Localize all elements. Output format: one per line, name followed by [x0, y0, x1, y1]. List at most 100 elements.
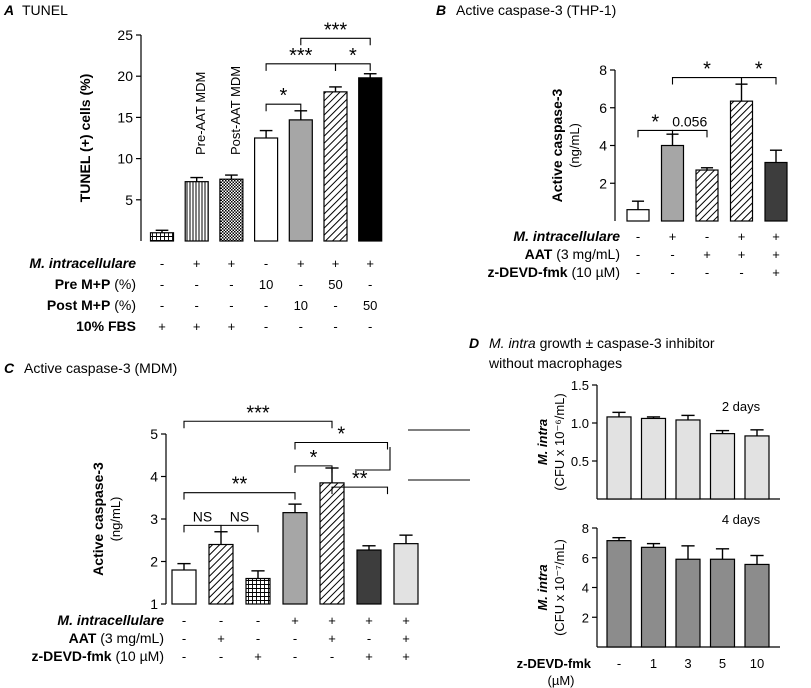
- panel-c-letter: C: [4, 360, 15, 376]
- bar: [323, 91, 348, 242]
- y-tick-label: 4: [150, 469, 158, 485]
- table-cell: -: [739, 265, 743, 280]
- y-axis-unit: (CFU x 10⁻⁶/mL): [552, 393, 567, 490]
- bar: [675, 419, 701, 500]
- table-cell: -: [367, 631, 371, 646]
- table-cell: +: [402, 631, 410, 646]
- bar: [744, 563, 770, 648]
- y-axis-unit: (ng/mL): [567, 123, 582, 168]
- significance-bracket: [671, 129, 708, 138]
- significance-bracket: [265, 103, 302, 112]
- chart-d2: 2 4 6 8 M. intra (CFU x 10⁻⁷/mL) 4 days - 1 3 5 10: [535, 512, 780, 671]
- table-cell: +: [402, 649, 410, 664]
- significance-bracket: [334, 63, 371, 71]
- y-axis-label: M. intra: [535, 564, 550, 610]
- significance-bracket: [183, 492, 296, 500]
- table-row-label: z-DEVD-fmk (10 µM): [487, 264, 620, 280]
- table-cell: -: [160, 256, 164, 271]
- table-row-unit: (10 µM): [568, 264, 620, 280]
- table-row-unit: (%): [110, 297, 136, 313]
- significance-label: **: [352, 468, 368, 490]
- y-tick-label: 4: [599, 138, 607, 154]
- significance-label: *: [337, 424, 345, 446]
- table-row-name: AAT: [525, 246, 553, 262]
- y-tick-label: 2: [150, 554, 158, 570]
- significance-label: ***: [324, 19, 348, 41]
- y-tick-label: 4: [582, 581, 589, 596]
- table-cell: -: [636, 265, 640, 280]
- table-row-label: M. intracellulare: [57, 612, 164, 628]
- bar: [356, 549, 382, 605]
- bar: [184, 181, 209, 242]
- table-cell: -: [293, 649, 297, 664]
- significance-label: **: [232, 474, 248, 496]
- table-row-unit: (3 mg/mL): [96, 630, 164, 646]
- y-tick-label: 1: [150, 596, 158, 612]
- table-cell: +: [772, 229, 780, 244]
- y-tick-label: 5: [150, 426, 158, 442]
- panel-a-letter: A: [3, 2, 14, 18]
- table-cell: +: [669, 229, 677, 244]
- table-b: M. intracellulare - + - + + AAT (3 mg/mL) - - + + +…: [487, 228, 779, 280]
- table-cell: +: [772, 247, 780, 262]
- table-cell: -: [264, 298, 268, 313]
- table-cell: -: [636, 247, 640, 262]
- significance-label: 0.056: [672, 113, 707, 129]
- table-cell: +: [193, 319, 201, 334]
- table-cell: +: [193, 256, 201, 271]
- table-cell: -: [264, 319, 268, 334]
- y-tick-label: 2: [582, 610, 589, 625]
- table-cell: +: [738, 229, 746, 244]
- table-row-name: Pre M+P: [55, 276, 111, 292]
- y-tick-label: 6: [599, 100, 607, 116]
- table-row-name: AAT: [69, 630, 97, 646]
- y-tick-label: 20: [117, 68, 133, 84]
- chart-b: 2 4 6 8 Active caspase-3 (ng/mL) * 0.056 * *: [549, 59, 788, 222]
- significance-bracket: [294, 465, 333, 473]
- table-row-label: AAT (3 mg/mL): [525, 246, 620, 262]
- bar: [282, 512, 308, 605]
- table-a: M. intracellulare - + + - + + + Pre M+P (%) - - - 10…: [29, 255, 377, 334]
- panel-b-title: Active caspase-3 (THP-1): [456, 2, 616, 18]
- significance-label: ***: [289, 45, 313, 67]
- bar: [245, 577, 271, 605]
- table-cell: -: [219, 649, 223, 664]
- y-tick-label: 1.5: [571, 378, 589, 393]
- significance-bracket: [740, 77, 777, 85]
- significance-label: *: [349, 45, 357, 67]
- table-cell: 10: [259, 277, 273, 292]
- bar: [358, 77, 383, 242]
- chart-d2-title: 4 days: [722, 512, 761, 527]
- table-cell: +: [228, 319, 236, 334]
- chart-d1: 0.5 1.0 1.5 M. intra (CFU x 10⁻⁶/mL) 2 days: [535, 378, 780, 500]
- table-cell: -: [368, 319, 372, 334]
- panel-b: B Active caspase-3 (THP-1) 2 4 6 8 Active ca…: [436, 2, 788, 280]
- bar: [219, 178, 244, 242]
- panel-c: C Active caspase-3 (MDM) 1 2 3 4 5 Active cas…: [4, 360, 470, 664]
- chart-d1-title: 2 days: [722, 399, 761, 414]
- table-cell: -: [636, 229, 640, 244]
- y-axis-label: TUNEL (+) cells (%): [77, 74, 93, 203]
- bar: [254, 137, 279, 242]
- significance-bracket: [300, 37, 371, 46]
- bar: [709, 558, 736, 648]
- y-tick-label: 2: [599, 175, 607, 191]
- table-row-label: 10% FBS: [76, 318, 136, 334]
- table-cell: -: [333, 319, 337, 334]
- table-cell: -: [670, 265, 674, 280]
- y-tick-label: 15: [117, 109, 133, 125]
- y-tick-label: 5: [125, 192, 133, 208]
- y-tick-label: 10: [117, 151, 133, 167]
- panel-d-title-italic: M. intra: [489, 335, 536, 351]
- table-cell: +: [328, 631, 336, 646]
- bar: [171, 569, 197, 605]
- table-cell: -: [705, 229, 709, 244]
- x-tick-label: 1: [650, 656, 657, 671]
- table-cell: +: [217, 631, 225, 646]
- table-cell: -: [182, 631, 186, 646]
- table-cell: +: [738, 247, 746, 262]
- table-cell: -: [229, 298, 233, 313]
- table-row-unit: (10 µM): [112, 648, 164, 664]
